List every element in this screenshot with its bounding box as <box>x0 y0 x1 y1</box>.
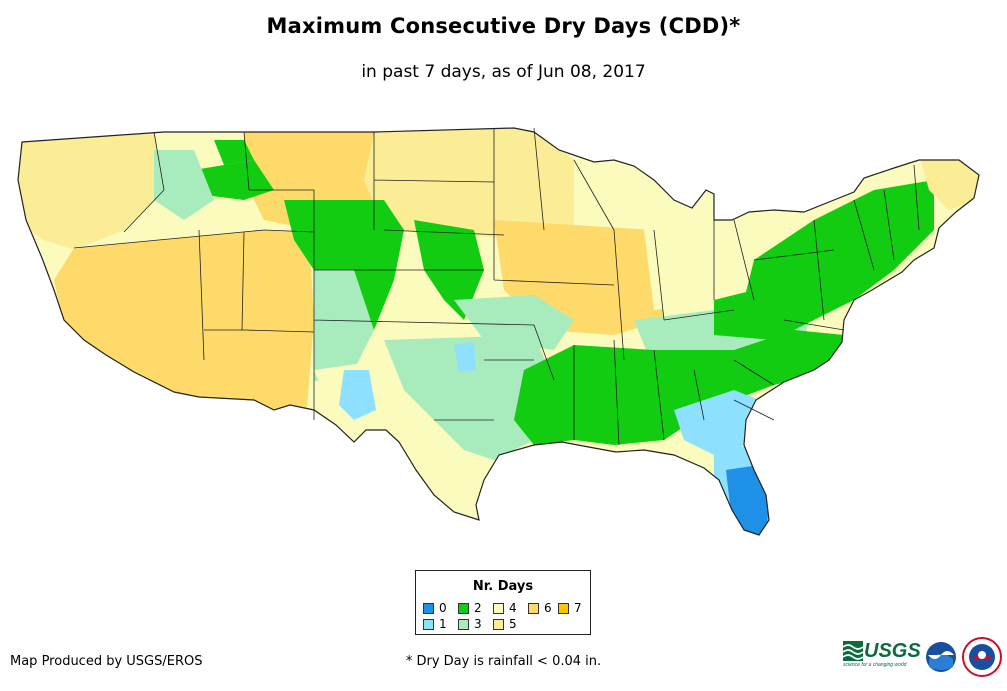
legend-swatch-4 <box>493 602 504 614</box>
us-dry-days-map <box>17 127 980 536</box>
legend-swatch-5 <box>493 618 504 630</box>
legend-item-2: 2 <box>458 601 482 615</box>
legend-box: Nr. Days 0 1 2 3 4 5 6 7 <box>415 570 591 635</box>
dry-day-footnote: * Dry Day is rainfall < 0.04 in. <box>405 654 602 669</box>
legend-item-6: 6 <box>528 601 552 615</box>
legend-item-1: 1 <box>423 617 447 631</box>
legend-item-3: 3 <box>458 617 482 631</box>
legend-label-6: 6 <box>544 601 552 615</box>
legend-label-0: 0 <box>439 601 447 615</box>
dry-days-fill <box>18 128 979 535</box>
legend-swatch-3 <box>458 618 469 630</box>
map-subtitle: in past 7 days, as of Jun 08, 2017 <box>361 62 646 82</box>
state-boundaries <box>73 127 920 446</box>
legend-label-1: 1 <box>439 617 447 631</box>
usgs-logo: USGS science for a changing world <box>843 640 921 675</box>
legend-label-2: 2 <box>474 601 482 615</box>
legend-item-5: 5 <box>493 617 517 631</box>
legend-swatch-7 <box>558 602 569 614</box>
map-title: Maximum Consecutive Dry Days (CDD)* <box>266 14 741 38</box>
legend-label-5: 5 <box>509 617 517 631</box>
legend-item-4: 4 <box>493 601 517 615</box>
nws-logo-icon <box>962 637 1002 677</box>
legend-title: Nr. Days <box>472 579 534 594</box>
legend-swatch-1 <box>423 618 434 630</box>
legend-swatch-0 <box>423 602 434 614</box>
usgs-waves-icon <box>843 641 863 661</box>
legend-swatch-6 <box>528 602 539 614</box>
legend-item-0: 0 <box>423 601 447 615</box>
legend-label-7: 7 <box>574 601 582 615</box>
usgs-logo-text: USGS <box>864 640 921 662</box>
legend-label-3: 3 <box>474 617 482 631</box>
legend-swatch-2 <box>458 602 469 614</box>
noaa-logo-icon <box>926 642 956 672</box>
legend-label-4: 4 <box>509 601 517 615</box>
map-credit: Map Produced by USGS/EROS <box>10 654 203 669</box>
legend-item-7: 7 <box>558 601 582 615</box>
usgs-tagline: science for a changing world <box>843 662 907 668</box>
